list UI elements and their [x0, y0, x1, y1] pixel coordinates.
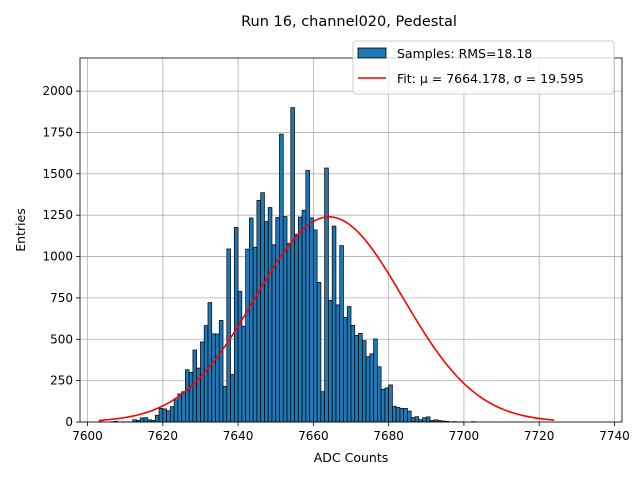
histogram-bar: [370, 354, 374, 422]
legend: Samples: RMS=18.18 Fit: μ = 7664.178, σ …: [353, 41, 614, 94]
histogram-bar: [415, 417, 419, 422]
x-tick-label: 7620: [148, 429, 179, 443]
histogram-bar: [385, 388, 389, 422]
histogram-bar: [242, 326, 246, 422]
histogram-bar: [423, 418, 427, 422]
histogram-bar: [227, 249, 231, 422]
histogram-bar: [231, 374, 235, 422]
histogram-bar: [336, 305, 340, 422]
histogram-bar: [197, 368, 201, 422]
histogram-bar: [295, 234, 299, 422]
histogram-bar: [257, 200, 261, 422]
y-tick-label: 1750: [42, 125, 73, 139]
y-tick-label: 2000: [42, 84, 73, 98]
x-tick-label: 7660: [298, 429, 329, 443]
legend-histogram-swatch: [358, 48, 386, 58]
histogram-bar: [325, 168, 329, 422]
histogram-bar: [328, 300, 332, 422]
histogram-bar: [279, 134, 283, 422]
histogram-bar: [212, 334, 216, 422]
histogram-bar: [178, 394, 182, 422]
histogram-bar: [144, 418, 148, 422]
histogram-bar: [287, 243, 291, 422]
histogram-bar: [204, 326, 208, 422]
histogram-bar: [362, 341, 366, 422]
histogram-bar: [396, 407, 400, 422]
legend-entry-samples: Samples: RMS=18.18: [397, 46, 532, 61]
histogram-bar: [366, 357, 370, 422]
histogram-bar: [343, 317, 347, 422]
histogram-bar: [264, 221, 268, 422]
y-tick-label: 0: [65, 415, 73, 429]
histogram-bar: [377, 367, 381, 422]
y-tick-label: 250: [50, 374, 73, 388]
histogram-bar: [340, 246, 344, 422]
y-tick-label: 500: [50, 332, 73, 346]
histogram-bar: [332, 226, 336, 422]
histogram-bar: [351, 325, 355, 422]
x-tick-label: 7680: [373, 429, 404, 443]
histogram-bar: [392, 406, 396, 422]
histogram-bar: [208, 303, 212, 422]
histogram-bar: [389, 385, 393, 422]
histogram-bar: [317, 282, 321, 422]
x-tick-label: 7640: [223, 429, 254, 443]
histogram-bar: [298, 217, 302, 422]
histogram-bar: [216, 334, 220, 422]
histogram-bar: [426, 417, 430, 422]
histogram-bar: [276, 217, 280, 422]
y-tick-label: 1000: [42, 250, 73, 264]
histogram-bar: [374, 339, 378, 422]
histogram-bar: [182, 392, 186, 422]
histogram-bar: [272, 245, 276, 422]
histogram-bar: [347, 307, 351, 422]
y-tick-label: 1250: [42, 208, 73, 222]
histogram-bar: [268, 208, 272, 422]
histogram-bar: [170, 407, 174, 422]
legend-entry-fit: Fit: μ = 7664.178, σ = 19.595: [397, 71, 584, 86]
histogram-bar: [246, 249, 250, 422]
histogram-bar: [321, 392, 325, 422]
histogram-bar: [381, 389, 385, 422]
histogram-bar: [238, 291, 242, 422]
histogram-bar: [291, 108, 295, 422]
histogram-bar: [159, 408, 163, 422]
histogram-bar: [155, 415, 159, 422]
histogram-bar: [174, 400, 178, 422]
x-tick-label: 7700: [449, 429, 480, 443]
histogram-bar: [310, 218, 314, 422]
histogram-bar: [140, 418, 144, 422]
histogram-bar: [355, 335, 359, 422]
histogram-bar: [306, 171, 310, 422]
histogram-bar: [407, 411, 411, 422]
histogram-bar: [404, 408, 408, 422]
histogram-bar: [234, 227, 238, 422]
x-axis-label: ADC Counts: [314, 450, 389, 465]
histogram-bar: [189, 372, 193, 422]
histogram-bar: [223, 386, 227, 422]
histogram-bar: [167, 411, 171, 422]
x-tick-label: 7740: [599, 429, 630, 443]
x-tick-label: 7600: [72, 429, 103, 443]
histogram-bar: [359, 333, 363, 422]
chart-title: Run 16, channel020, Pedestal: [241, 14, 457, 30]
histogram-bar: [253, 247, 257, 422]
histogram-bar: [302, 210, 306, 422]
y-tick-label: 1500: [42, 167, 73, 181]
histogram-bar: [313, 230, 317, 422]
histogram-bar: [193, 350, 197, 422]
histogram-bar: [400, 408, 404, 422]
histogram-bar: [219, 320, 223, 422]
x-tick-label: 7720: [524, 429, 555, 443]
histogram-bar: [261, 193, 265, 422]
histogram-bar: [411, 418, 415, 422]
histogram-bar: [185, 370, 189, 422]
histogram-bar: [163, 409, 167, 422]
y-tick-label: 750: [50, 291, 73, 305]
histogram-bar: [249, 218, 253, 422]
y-axis-label: Entries: [13, 208, 28, 252]
histogram-bar: [200, 342, 204, 422]
